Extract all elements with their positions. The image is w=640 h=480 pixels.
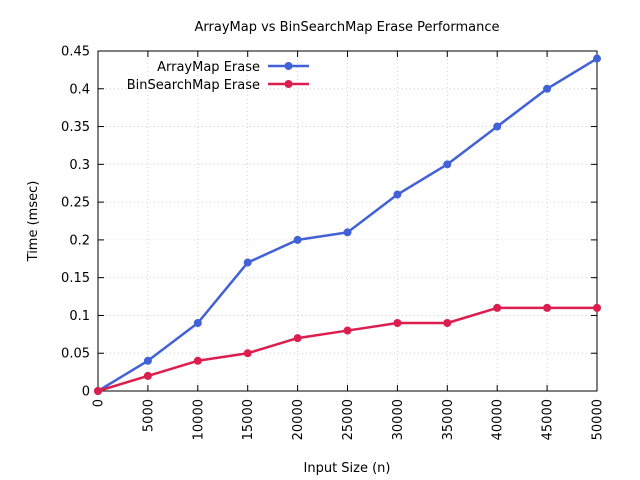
data-point	[143, 356, 152, 365]
y-tick-label: 0.35	[61, 120, 90, 135]
data-point	[493, 303, 502, 312]
data-point	[593, 303, 601, 312]
x-tick-label: 25000	[341, 399, 356, 440]
data-point	[393, 190, 402, 199]
y-tick-label: 0.25	[61, 196, 90, 211]
legend-label: ArrayMap Erase	[157, 60, 260, 75]
data-point	[393, 319, 402, 327]
data-point	[493, 122, 502, 131]
x-axis-label: Input Size (n)	[304, 461, 391, 476]
axis-ticks: 0 0.05 0.1 0.15 0.2 0.25 0.3 0.35 0.4 0.45 0 5000 10…	[61, 45, 605, 441]
y-tick-label: 0.3	[69, 158, 90, 173]
series-group	[94, 54, 601, 395]
grid	[98, 51, 597, 391]
x-tick-label: 45000	[541, 399, 556, 440]
y-tick-label: 0.15	[61, 271, 90, 286]
data-point	[443, 160, 452, 169]
data-point	[443, 319, 452, 327]
data-point	[143, 371, 152, 380]
y-axis-label: Time (msec)	[26, 181, 41, 263]
legend: ArrayMap Erase BinSearchMap Erase	[127, 60, 309, 93]
data-point	[593, 54, 601, 63]
data-point	[343, 228, 352, 237]
legend-swatch-marker	[284, 80, 293, 88]
legend-swatch-marker	[284, 62, 293, 70]
y-tick-label: 0.45	[61, 45, 90, 60]
y-tick-label: 0.4	[69, 82, 90, 97]
data-point	[543, 84, 552, 93]
data-point	[293, 334, 302, 343]
data-point	[243, 349, 252, 358]
x-tick-label: 10000	[191, 399, 206, 440]
x-tick-label: 0	[92, 399, 107, 407]
data-point	[343, 326, 352, 335]
data-point	[193, 319, 202, 327]
y-tick-label: 0.05	[61, 347, 90, 362]
x-tick-label: 50000	[591, 399, 606, 440]
x-tick-label: 5000	[141, 399, 156, 432]
plot-frame	[97, 50, 598, 392]
y-tick-label: 0.1	[69, 309, 90, 324]
legend-label: BinSearchMap Erase	[127, 78, 260, 93]
x-tick-label: 40000	[491, 399, 506, 440]
series-line-1	[97, 57, 598, 393]
y-tick-label: 0.2	[69, 233, 90, 248]
y-tick-label: 0	[82, 385, 90, 400]
data-point	[243, 258, 252, 267]
x-tick-label: 20000	[291, 399, 306, 440]
data-point	[543, 303, 552, 312]
data-point	[293, 235, 302, 244]
data-point	[94, 387, 102, 395]
x-tick-label: 35000	[441, 399, 456, 440]
series-line-2	[97, 306, 597, 393]
data-point	[193, 356, 202, 365]
x-tick-label: 30000	[391, 399, 406, 440]
chart-title: ArrayMap vs BinSearchMap Erase Performan…	[195, 20, 500, 35]
x-tick-label: 15000	[241, 399, 256, 440]
